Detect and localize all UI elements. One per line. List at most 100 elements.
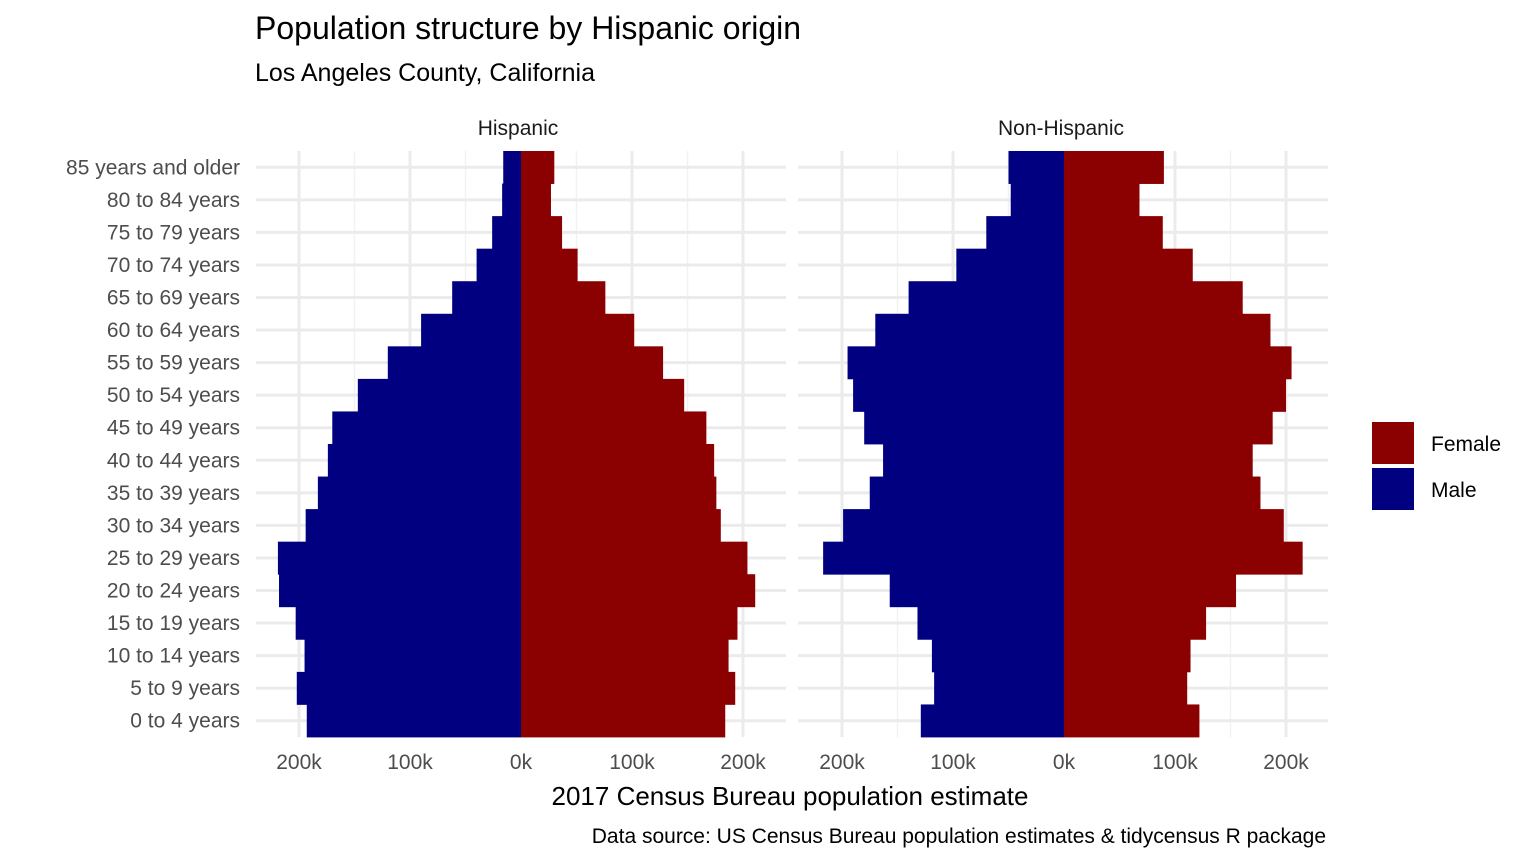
bar-female-8 (521, 444, 715, 477)
bar-male-11 (387, 346, 521, 380)
bar-female-4 (521, 574, 756, 608)
bar-female-17 (1064, 151, 1164, 184)
bar-female-10 (521, 378, 685, 412)
bar-male-2 (304, 639, 521, 673)
bar-female-6 (521, 509, 721, 543)
age-group-label: 75 to 79 years (107, 221, 240, 244)
bar-male-13 (908, 281, 1064, 315)
age-group-label: 60 to 64 years (107, 319, 240, 342)
bar-male-14 (476, 248, 521, 282)
bar-male-9 (864, 411, 1064, 445)
panel-non-hispanic: Non-Hispanic 200k 100k 0k 100k 200k (798, 117, 1328, 774)
age-group-label: 70 to 74 years (107, 254, 240, 277)
bar-female-13 (521, 281, 606, 315)
bar-female-15 (1064, 216, 1163, 250)
x-tick-label: 100k (609, 751, 655, 774)
bar-female-16 (1064, 183, 1140, 217)
bar-male-8 (883, 444, 1064, 477)
bar-female-7 (521, 476, 717, 510)
bar-male-4 (889, 574, 1064, 608)
x-tick-label: 200k (1263, 751, 1309, 774)
bar-male-0 (306, 704, 521, 738)
bar-male-7 (869, 476, 1064, 510)
x-tick-label: 0k (510, 751, 533, 774)
bar-female-5 (521, 541, 748, 575)
bar-female-10 (1064, 378, 1286, 412)
bar-female-14 (1064, 248, 1193, 282)
bar-male-4 (279, 574, 521, 608)
age-group-label: 35 to 39 years (107, 482, 240, 505)
bar-female-9 (1064, 411, 1273, 445)
bar-female-12 (521, 313, 635, 347)
age-group-label: 40 to 44 years (107, 449, 240, 472)
bar-male-3 (917, 606, 1064, 640)
age-group-label: 50 to 54 years (107, 384, 240, 407)
bar-male-3 (295, 606, 521, 640)
bar-male-17 (1008, 151, 1064, 184)
age-group-label: 20 to 24 years (107, 580, 240, 603)
bar-female-13 (1064, 281, 1243, 315)
bar-female-14 (521, 248, 578, 282)
bar-male-17 (503, 151, 521, 184)
bar-female-17 (521, 151, 555, 184)
bar-female-2 (521, 639, 729, 673)
bar-female-16 (521, 183, 551, 217)
bar-male-0 (920, 704, 1064, 738)
x-tick-label: 0k (1053, 751, 1076, 774)
bar-female-11 (521, 346, 664, 380)
bar-female-1 (1064, 671, 1188, 705)
age-group-label: 10 to 14 years (107, 645, 240, 668)
bar-male-12 (875, 313, 1064, 347)
bar-male-12 (421, 313, 521, 347)
bar-female-4 (1064, 574, 1237, 608)
bar-female-6 (1064, 509, 1284, 543)
bar-male-8 (327, 444, 521, 477)
panel-strip-label: Non-Hispanic (998, 117, 1124, 140)
age-group-label: 15 to 19 years (107, 612, 240, 635)
age-group-label: 5 to 9 years (130, 677, 240, 700)
bar-male-6 (305, 509, 521, 543)
legend: Female Male (1372, 422, 1501, 510)
x-tick-label: 100k (930, 751, 976, 774)
x-tick-label: 100k (1152, 751, 1198, 774)
bar-male-1 (934, 671, 1064, 705)
bar-female-8 (1064, 444, 1253, 477)
bar-female-12 (1064, 313, 1271, 347)
bar-female-5 (1064, 541, 1303, 575)
bar-female-7 (1064, 476, 1261, 510)
x-tick-label: 200k (276, 751, 322, 774)
bar-male-5 (823, 541, 1064, 575)
bar-male-10 (357, 378, 521, 412)
age-group-label: 25 to 29 years (107, 547, 240, 570)
bar-female-2 (1064, 639, 1191, 673)
legend-swatch-male (1372, 468, 1414, 510)
legend-label-female: Female (1431, 433, 1501, 456)
chart-caption: Data source: US Census Bureau population… (592, 825, 1326, 848)
legend-swatch-female (1372, 422, 1414, 464)
bar-female-3 (1064, 606, 1207, 640)
x-tick-label: 200k (720, 751, 766, 774)
bar-female-0 (1064, 704, 1200, 738)
bar-male-16 (1010, 183, 1064, 217)
age-group-label: 45 to 49 years (107, 417, 240, 440)
bar-male-1 (296, 671, 521, 705)
bar-male-6 (843, 509, 1064, 543)
bar-female-11 (1064, 346, 1292, 380)
bar-male-15 (492, 216, 521, 250)
x-axis-title: 2017 Census Bureau population estimate (552, 781, 1029, 811)
bar-female-3 (521, 606, 738, 640)
age-group-label: 0 to 4 years (130, 710, 240, 733)
bar-male-11 (847, 346, 1064, 380)
bar-male-10 (853, 378, 1064, 412)
bar-male-14 (956, 248, 1064, 282)
bar-male-2 (931, 639, 1064, 673)
chart-subtitle: Los Angeles County, California (255, 59, 595, 87)
bar-male-5 (277, 541, 521, 575)
bar-male-7 (317, 476, 521, 510)
bar-female-9 (521, 411, 707, 445)
bar-male-16 (502, 183, 521, 217)
bar-male-15 (986, 216, 1064, 250)
bar-male-13 (452, 281, 521, 315)
age-group-label: 80 to 84 years (107, 189, 240, 212)
